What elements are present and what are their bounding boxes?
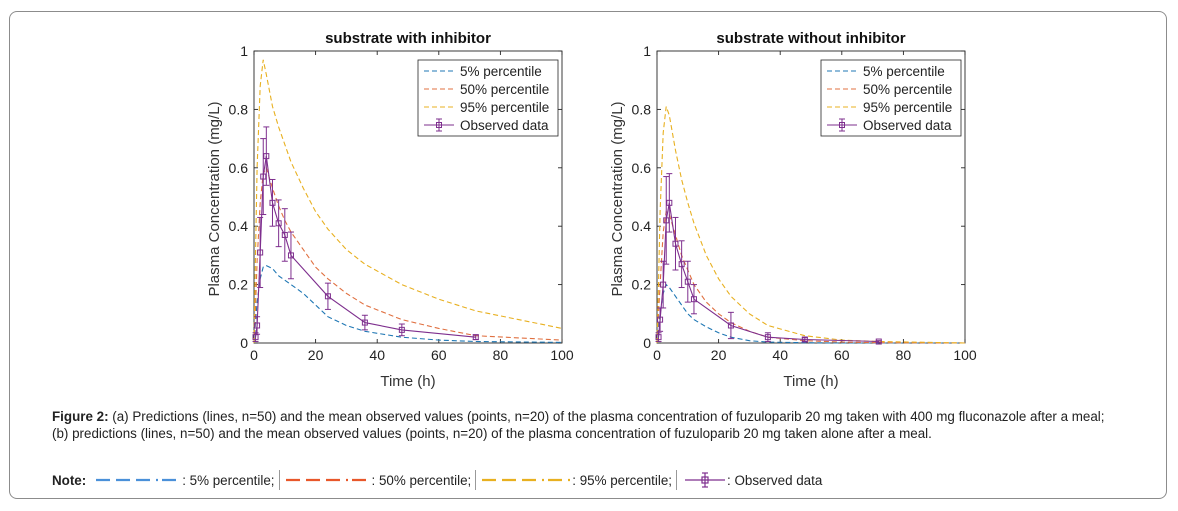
note-legend: Note: : 5% percentile; : 50% percentile;… <box>52 469 822 491</box>
legend-label: Observed data <box>863 118 952 133</box>
y-tick-label: 1 <box>643 43 651 59</box>
x-axis-label: Time (h) <box>380 373 435 390</box>
note-item-p50: : 50% percentile; <box>285 472 472 488</box>
observed-point <box>281 231 288 238</box>
legend-label: 50% percentile <box>863 82 952 97</box>
y-axis-label: Plasma Concentration (mg/L) <box>609 101 626 296</box>
observed-point <box>764 334 771 341</box>
observed-point <box>254 322 261 329</box>
x-tick-label: 100 <box>550 347 574 363</box>
x-tick-label: 100 <box>953 347 977 363</box>
observed-point <box>263 153 270 160</box>
note-item-label: : 5% percentile; <box>182 472 275 488</box>
observed-point <box>663 217 670 224</box>
legend: 5% percentile 50% percentile 95% percentil… <box>417 59 559 137</box>
observed-point <box>275 220 282 227</box>
observed-point <box>269 199 276 206</box>
observed-point <box>655 334 662 341</box>
observed-point <box>257 249 264 256</box>
observed-point <box>361 319 368 326</box>
p5-line-swatch <box>96 478 181 482</box>
observed-point <box>678 261 685 268</box>
note-item-label: : 95% percentile; <box>572 472 673 488</box>
p50-line-swatch <box>285 478 370 482</box>
p95-line <box>253 59 563 344</box>
y-tick-label: 0.8 <box>632 101 652 117</box>
note-item-label: : 50% percentile; <box>371 472 472 488</box>
observed-point <box>690 296 697 303</box>
legend-label: 5% percentile <box>863 64 945 79</box>
y-tick-label: 0.8 <box>229 101 249 117</box>
observed-point <box>260 173 267 180</box>
y-tick-label: 1 <box>240 43 248 59</box>
observed-point <box>660 281 667 288</box>
observed-point <box>666 199 673 206</box>
x-tick-label: 0 <box>653 347 661 363</box>
x-tick-label: 20 <box>308 347 324 363</box>
observed-point <box>657 316 664 323</box>
chart-title: substrate with inhibitor <box>325 30 491 47</box>
axes-box <box>656 50 966 344</box>
p50-line <box>253 166 563 344</box>
y-axis-label: Plasma Concentration (mg/L) <box>206 101 223 296</box>
observed-point <box>398 326 405 333</box>
x-tick-label: 80 <box>493 347 509 363</box>
y-tick-label: 0.4 <box>632 218 652 234</box>
chart-title: substrate without inhibitor <box>716 30 905 47</box>
legend-label: 95% percentile <box>460 100 549 115</box>
x-tick-label: 40 <box>772 347 788 363</box>
divider <box>475 470 477 490</box>
figure-frame <box>9 11 1167 499</box>
divider <box>676 470 678 490</box>
legend-label: 95% percentile <box>863 100 952 115</box>
x-tick-label: 40 <box>369 347 385 363</box>
observed-point <box>801 336 808 343</box>
observed-point <box>684 278 691 285</box>
y-tick-label: 0.6 <box>632 160 652 176</box>
observed-point <box>472 334 479 341</box>
observed-point <box>672 240 679 247</box>
note-label: Note: <box>52 472 87 488</box>
y-tick-label: 0.2 <box>229 277 249 293</box>
y-tick-label: 0.4 <box>229 218 249 234</box>
p95-line-swatch <box>482 478 571 482</box>
x-tick-label: 60 <box>834 347 850 363</box>
legend-label: 5% percentile <box>460 64 542 79</box>
x-tick-label: 60 <box>431 347 447 363</box>
y-tick-label: 0 <box>643 335 651 351</box>
observed-point <box>324 293 331 300</box>
legend-marker <box>436 122 442 128</box>
y-tick-label: 0.2 <box>632 277 652 293</box>
y-tick-label: 0 <box>240 335 248 351</box>
plot-area: 0 20 40 60 80 100 0 0.2 0.4 0.6 0.8 1 <box>632 43 977 363</box>
observed-point <box>727 322 734 329</box>
caption-label: Figure 2: <box>52 409 109 424</box>
x-tick-label: 20 <box>711 347 727 363</box>
divider <box>278 470 280 490</box>
observed-marker-swatch <box>685 472 726 488</box>
y-tick-label: 0.6 <box>229 160 249 176</box>
figure-plots: substrate with inhibitor Plasma Concentr… <box>206 30 977 390</box>
observed-point <box>875 338 882 345</box>
p95-line <box>656 106 966 344</box>
panel-b: substrate without inhibitor Plasma Conce… <box>609 30 977 390</box>
panel-a: substrate with inhibitor Plasma Concentr… <box>206 30 574 390</box>
note-item-p5: : 5% percentile; <box>96 472 275 488</box>
caption-text: (a) Predictions (lines, n=50) and the me… <box>52 409 1105 441</box>
legend-label: 50% percentile <box>460 82 549 97</box>
observed-point <box>287 252 294 259</box>
x-tick-label: 80 <box>896 347 912 363</box>
note-item-observed: : Observed data <box>683 470 822 490</box>
legend: 5% percentile 50% percentile 95% percentil… <box>820 59 962 137</box>
legend-marker <box>839 122 845 128</box>
x-tick-label: 0 <box>250 347 258 363</box>
note-item-label: : Observed data <box>727 472 823 488</box>
figure-caption: Figure 2: (a) Predictions (lines, n=50) … <box>52 408 1112 442</box>
x-axis-label: Time (h) <box>783 373 838 390</box>
legend-label: Observed data <box>460 118 549 133</box>
note-item-p95: : 95% percentile; <box>482 473 672 488</box>
